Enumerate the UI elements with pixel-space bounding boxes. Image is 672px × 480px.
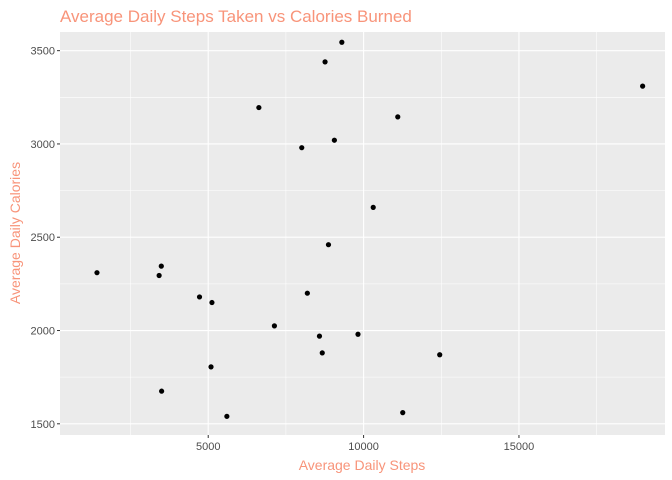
x-tick-label: 10000 [348, 441, 379, 453]
data-point [271, 323, 278, 329]
data-point [224, 413, 230, 419]
data-point [331, 137, 337, 143]
minor-gridlines [60, 32, 665, 435]
data-point [159, 388, 165, 394]
data-point [156, 272, 162, 279]
data-point [395, 114, 401, 120]
data-point [370, 204, 376, 210]
data-points [94, 39, 646, 419]
data-point [325, 242, 332, 248]
data-point [640, 83, 646, 89]
data-point [304, 290, 310, 296]
x-tick-label: 15000 [504, 441, 535, 453]
y-tick-label: 2000 [31, 326, 55, 338]
data-point [209, 299, 215, 306]
data-point [322, 59, 328, 65]
y-tick-label: 3000 [31, 139, 55, 151]
data-point [437, 352, 443, 358]
x-tick-label: 5000 [196, 441, 220, 453]
major-gridlines [60, 32, 665, 435]
chart-title: Average Daily Steps Taken vs Calories Bu… [60, 7, 412, 26]
data-point [316, 333, 323, 339]
y-tick-label: 2500 [31, 232, 55, 244]
y-tick-label: 3500 [31, 46, 55, 58]
data-point [400, 410, 406, 416]
data-point [319, 350, 325, 356]
data-point [339, 39, 345, 45]
data-point [256, 104, 262, 111]
data-point [208, 364, 214, 370]
data-point [299, 145, 305, 151]
data-point [355, 331, 361, 337]
data-point [196, 294, 203, 300]
y-axis-ticks: 1500 2000 2500 3000 3500 [31, 46, 60, 431]
x-axis-ticks: 5000 10000 15000 [196, 435, 534, 453]
x-axis-title: Average Daily Steps [299, 457, 426, 473]
y-tick-label: 1500 [31, 419, 55, 431]
plot-panel [60, 32, 665, 435]
data-point [158, 263, 164, 269]
data-point [94, 270, 100, 276]
y-axis-title: Average Daily Calories [7, 162, 23, 304]
